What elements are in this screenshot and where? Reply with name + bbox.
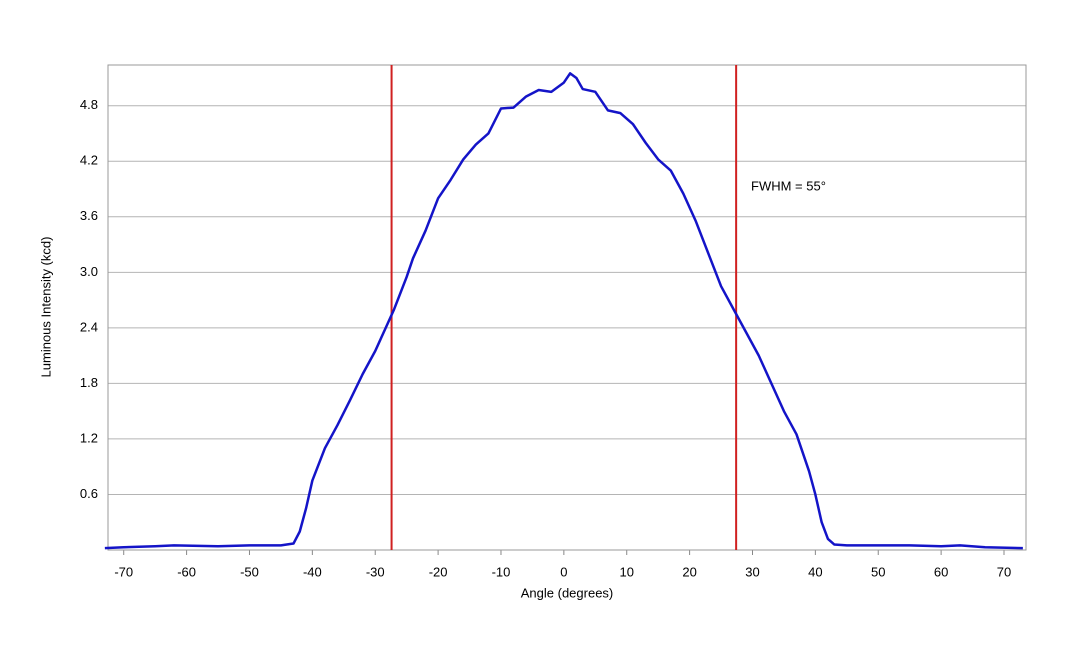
y-tick-label: 2.4 — [80, 319, 98, 334]
y-tick-label: 4.2 — [80, 153, 98, 168]
x-tick-label: 70 — [997, 564, 1011, 579]
y-tick-label: 0.6 — [80, 486, 98, 501]
x-tick-label: 10 — [619, 564, 633, 579]
y-tick-label: 3.0 — [80, 264, 98, 279]
x-tick-label: 50 — [871, 564, 885, 579]
x-tick-label: -70 — [114, 564, 133, 579]
annotation: FWHM = 55° — [751, 178, 826, 193]
x-tick-label: -30 — [366, 564, 385, 579]
y-tick-label: 1.8 — [80, 375, 98, 390]
y-axis-label: Luminous Intensity (kcd) — [38, 237, 53, 378]
x-tick-label: 60 — [934, 564, 948, 579]
x-tick-label: 20 — [682, 564, 696, 579]
plot-frame — [107, 64, 1027, 551]
data-line — [104, 72, 1023, 550]
x-tick-label: -60 — [177, 564, 196, 579]
y-tick-label: 4.8 — [80, 97, 98, 112]
x-tick-label: -50 — [240, 564, 259, 579]
x-tick-label: 30 — [745, 564, 759, 579]
x-tick-label: 0 — [560, 564, 567, 579]
x-tick-label: -40 — [303, 564, 322, 579]
x-tick-label: -20 — [429, 564, 448, 579]
y-tick-label: 3.6 — [80, 208, 98, 223]
x-axis-label: Angle (degrees) — [521, 585, 614, 600]
x-tick-label: 40 — [808, 564, 822, 579]
x-tick-label: -10 — [492, 564, 511, 579]
y-tick-label: 1.2 — [80, 430, 98, 445]
